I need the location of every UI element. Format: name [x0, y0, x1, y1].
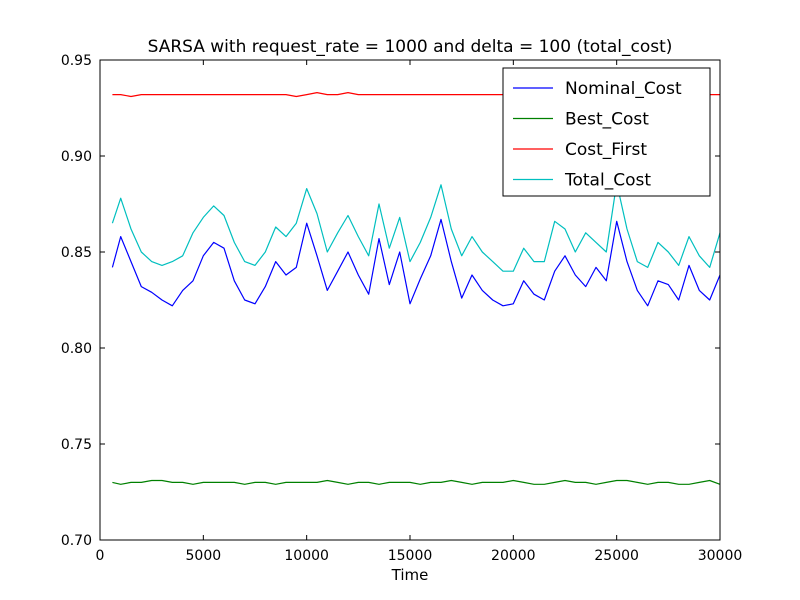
chart-title: SARSA with request_rate = 1000 and delta…	[148, 37, 673, 57]
x-tick-label: 20000	[491, 548, 536, 564]
legend-box	[502, 67, 711, 197]
y-tick-label: 0.90	[61, 149, 92, 165]
series-line-nominal-cost	[111, 218, 721, 307]
x-tick-label: 5000	[186, 548, 222, 564]
legend: Nominal_Cost Best_Cost Cost_First Total_Cos…	[502, 67, 711, 197]
legend-label-total-cost: Total_Cost	[564, 171, 651, 191]
y-axis: 0.70 0.75 0.80 0.85 0.90 0.95	[61, 53, 720, 549]
x-tick-label: 30000	[698, 548, 743, 564]
legend-label-cost-first: Cost_First	[565, 140, 647, 160]
y-tick-label: 0.80	[61, 341, 92, 357]
x-tick-label: 15000	[388, 548, 433, 564]
x-tick-label: 0	[96, 548, 105, 564]
x-tick-label: 25000	[594, 548, 639, 564]
y-tick-label: 0.70	[61, 533, 92, 549]
series-line-best-cost	[112, 479, 721, 485]
y-tick-label: 0.75	[61, 437, 92, 453]
legend-label-best-cost: Best_Cost	[565, 110, 649, 130]
x-tick-label: 10000	[284, 548, 329, 564]
y-tick-label: 0.85	[61, 245, 92, 261]
legend-label-nominal-cost: Nominal_Cost	[565, 79, 682, 99]
x-axis: 0 5000 10000 15000 20000 25000 30000	[96, 60, 743, 564]
x-axis-label: Time	[391, 566, 429, 584]
y-tick-label: 0.95	[61, 53, 92, 69]
